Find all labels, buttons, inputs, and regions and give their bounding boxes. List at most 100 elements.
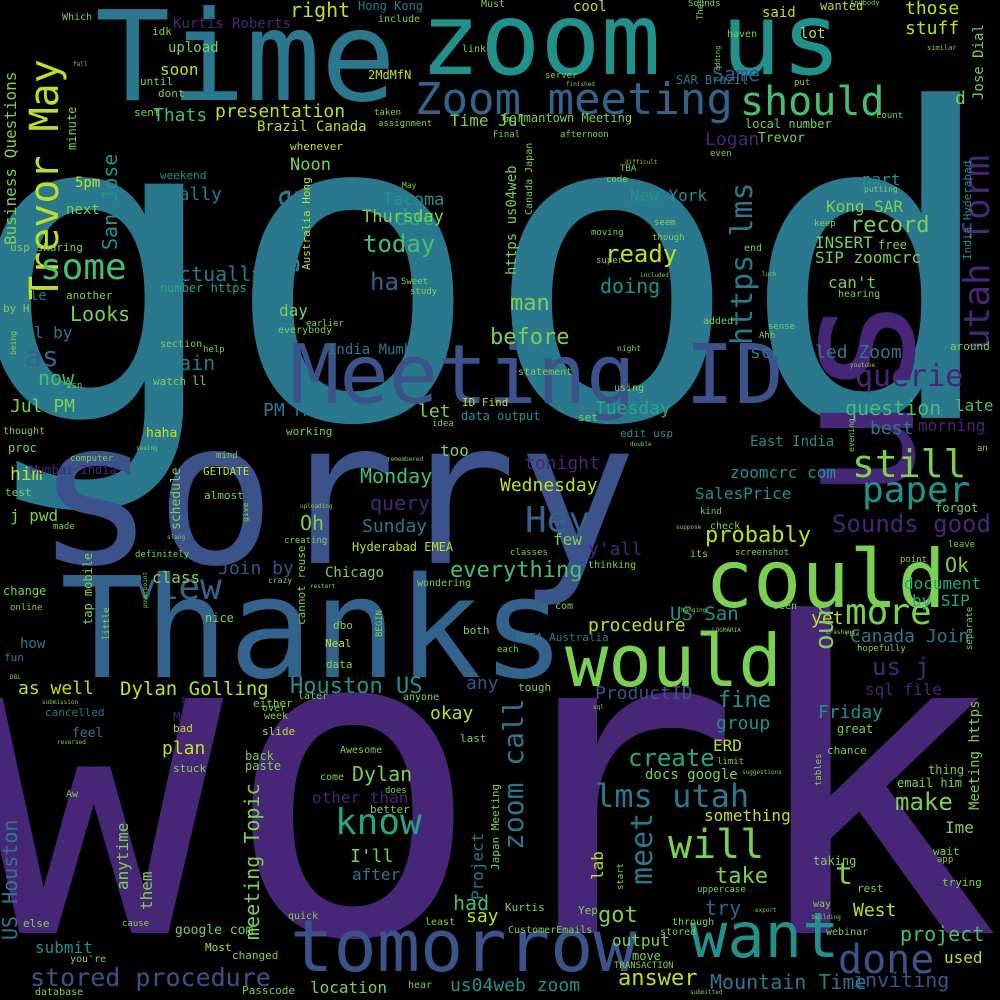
cloud-word: tough <box>518 681 552 694</box>
cloud-word: querie <box>855 359 964 394</box>
cloud-word: data output <box>461 409 541 423</box>
cloud-word: hopefully <box>857 644 906 654</box>
cloud-word: sorry <box>35 378 638 611</box>
cloud-word: would <box>565 619 782 703</box>
cloud-word: Chicago <box>325 565 385 581</box>
cloud-word: lot <box>800 26 826 42</box>
cloud-word: stored <box>660 927 697 938</box>
cloud-word: ProductID <box>595 683 693 704</box>
cloud-word: little <box>102 607 112 640</box>
cloud-word: forgot <box>935 501 979 515</box>
cloud-word: better <box>370 803 410 816</box>
cloud-word: been <box>773 601 798 612</box>
cloud-word: East India <box>750 434 835 450</box>
cloud-word: count <box>876 111 904 121</box>
cloud-word: crazy <box>268 576 293 585</box>
cloud-word: question <box>845 396 942 420</box>
cloud-word: afternoon <box>560 130 609 140</box>
cloud-word: Sounds good <box>832 510 991 538</box>
cloud-word: take <box>715 864 768 889</box>
cloud-word: slide <box>262 725 296 738</box>
cloud-word: idea <box>432 419 454 429</box>
cloud-word: docs google <box>645 767 738 783</box>
cloud-word: query <box>370 491 431 515</box>
cloud-word: Canada Join <box>850 626 970 647</box>
cloud-word: Business Questions <box>1 71 20 245</box>
cloud-word: say <box>466 906 499 927</box>
cloud-word: make <box>895 788 953 816</box>
cloud-word: uppercase <box>697 885 746 895</box>
cloud-word: presentation <box>215 101 346 122</box>
cloud-word: free <box>878 238 907 252</box>
cloud-word: meet <box>625 812 660 885</box>
cloud-word: Tuesday <box>595 398 671 419</box>
cloud-word: able <box>13 288 47 304</box>
cloud-word: over <box>262 703 287 714</box>
cloud-word: few <box>553 530 582 549</box>
cloud-word: ll <box>192 374 207 388</box>
cloud-word: today <box>363 230 436 258</box>
cloud-word: Dial by <box>5 323 73 342</box>
cloud-word: added <box>703 316 734 327</box>
cloud-word: both <box>463 624 490 637</box>
cloud-word: whenever <box>290 140 343 153</box>
cloud-word: suppose <box>676 524 702 531</box>
cloud-word: know <box>335 802 422 843</box>
cloud-word: start <box>616 862 626 890</box>
cloud-word: weekend <box>160 169 207 182</box>
cloud-word: Yep <box>578 904 598 917</box>
cloud-word: man <box>510 291 550 316</box>
cloud-word: Anybody <box>850 0 880 7</box>
cloud-word: CustomerEmails <box>508 925 593 936</box>
cloud-word: set <box>578 411 598 424</box>
cloud-word: check <box>710 521 741 532</box>
cloud-word: help <box>203 345 225 355</box>
cloud-word: Looks <box>70 302 131 326</box>
cloud-word: best <box>870 418 914 439</box>
cloud-word: meeting Topic <box>240 783 264 940</box>
cloud-word: luck <box>762 271 777 278</box>
cloud-word: submitted <box>690 989 723 996</box>
cloud-word: now <box>38 366 75 390</box>
cloud-word: Passcode <box>242 984 295 997</box>
cloud-word: submission <box>42 699 79 706</box>
cloud-word: output <box>612 931 670 950</box>
cloud-word: j pwd <box>10 506 59 525</box>
cloud-word: isn <box>66 381 83 391</box>
cloud-word: Ahh <box>759 331 776 341</box>
cloud-word: had <box>453 891 490 915</box>
cloud-word: building <box>812 914 841 921</box>
cloud-word: end <box>744 243 763 254</box>
cloud-word: them <box>137 871 156 910</box>
cloud-word: Sounds <box>688 0 721 9</box>
cloud-word: document <box>904 574 982 593</box>
cloud-word: bad <box>173 722 193 735</box>
cloud-word: rest <box>857 882 884 895</box>
cloud-word: give <box>241 502 250 522</box>
cloud-word: anyone <box>403 692 440 703</box>
cloud-word: Hong Kong <box>358 0 424 13</box>
cloud-word: change <box>3 584 47 598</box>
cloud-word: plan <box>162 738 206 759</box>
cloud-word: point <box>900 555 928 565</box>
cloud-word: dont <box>158 87 185 100</box>
cloud-word: us04web zoom <box>450 975 581 996</box>
cloud-word: hear <box>408 980 433 991</box>
cloud-word: inviting <box>853 968 950 992</box>
cloud-word: Awesome <box>340 745 383 756</box>
cloud-word: EMEA Australia <box>516 631 609 644</box>
cloud-word: Ime <box>945 818 974 837</box>
cloud-word: stuff <box>905 18 960 39</box>
cloud-word: ID Find <box>462 396 509 409</box>
cloud-word: location <box>310 978 388 997</box>
cloud-word: made <box>53 522 75 532</box>
cloud-word: powerpoint <box>142 571 149 608</box>
cloud-word: https us04web <box>504 165 520 275</box>
cloud-word: move <box>632 949 661 963</box>
cloud-word: how <box>20 636 46 652</box>
cloud-word: tables <box>814 753 824 786</box>
cloud-word: sql <box>593 704 604 711</box>
cloud-word: stuck <box>173 762 207 775</box>
cloud-word: can't <box>828 273 877 292</box>
